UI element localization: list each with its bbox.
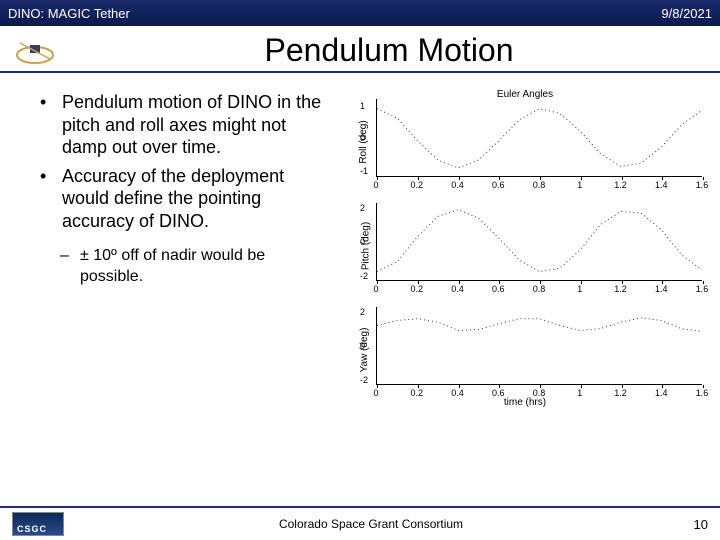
bullet-sub-0: ± 10º off of nadir would be possible. xyxy=(40,246,330,288)
magic-logo-icon xyxy=(10,33,60,69)
header-date: 9/8/2021 xyxy=(661,6,712,21)
bullet-main-1: Accuracy of the deployment would define … xyxy=(40,165,330,233)
content-area: Pendulum motion of DINO in the pitch and… xyxy=(0,73,720,408)
header-left: DINO: MAGIC Tether xyxy=(8,6,130,21)
footer-bar: Colorado Space Grant Consortium 10 xyxy=(0,506,720,540)
chart-panel-0: Euler AnglesRoll (deg)-10100.20.40.60.81… xyxy=(340,91,710,193)
csgc-logo-icon xyxy=(12,512,64,536)
chart-plot-1 xyxy=(376,203,702,281)
footer-org: Colorado Space Grant Consortium xyxy=(64,517,678,531)
bullet-main-0: Pendulum motion of DINO in the pitch and… xyxy=(40,91,330,159)
footer-page-number: 10 xyxy=(678,517,708,532)
title-row: Pendulum Motion xyxy=(0,26,720,73)
header-bar: DINO: MAGIC Tether 9/8/2021 xyxy=(0,0,720,26)
chart-plot-0 xyxy=(376,99,702,177)
chart-panel-1: Pitch (deg)-20200.20.40.60.811.21.41.6 xyxy=(340,195,710,297)
charts-column: Euler AnglesRoll (deg)-10100.20.40.60.81… xyxy=(330,91,710,408)
chart-plot-2 xyxy=(376,307,702,385)
chart-panel-2: Yaw (deg)-20200.20.40.60.811.21.41.6 xyxy=(340,299,710,401)
bullet-column: Pendulum motion of DINO in the pitch and… xyxy=(40,91,330,408)
slide-title: Pendulum Motion xyxy=(68,32,710,69)
